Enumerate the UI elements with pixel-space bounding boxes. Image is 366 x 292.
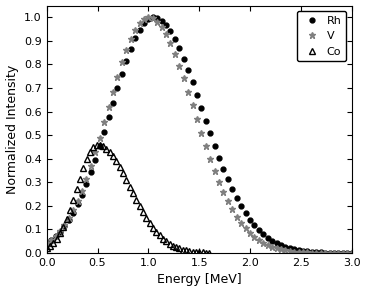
Co xyxy=(111,154,115,158)
Co xyxy=(114,160,119,163)
Co xyxy=(180,248,185,251)
Co xyxy=(171,244,175,247)
Rh xyxy=(350,251,354,255)
Co xyxy=(117,165,122,169)
Co xyxy=(101,145,105,148)
Co xyxy=(108,150,112,154)
Co xyxy=(61,225,66,229)
Rh xyxy=(217,156,221,159)
Co xyxy=(154,230,158,234)
Co xyxy=(138,204,142,208)
Y-axis label: Normalized Intensity: Normalized Intensity xyxy=(5,65,19,194)
Co xyxy=(121,172,125,175)
Co xyxy=(55,237,59,240)
Rh xyxy=(310,250,314,253)
Co xyxy=(131,192,135,195)
Rh xyxy=(150,15,155,19)
Rh xyxy=(137,28,142,31)
Co xyxy=(187,249,192,253)
Rh xyxy=(115,86,120,90)
Co xyxy=(207,251,212,255)
Co xyxy=(161,237,165,240)
Co xyxy=(71,198,75,201)
Co xyxy=(174,246,178,249)
Co xyxy=(204,251,208,254)
Co xyxy=(84,158,89,161)
X-axis label: Energy [MeV]: Energy [MeV] xyxy=(157,273,242,286)
V xyxy=(305,251,310,254)
Co xyxy=(94,143,99,147)
Co xyxy=(164,240,168,243)
V xyxy=(115,75,120,78)
Co xyxy=(48,244,52,248)
V xyxy=(350,251,354,255)
V xyxy=(310,251,314,254)
Co xyxy=(177,247,182,250)
Co xyxy=(134,198,138,201)
Co xyxy=(201,251,205,254)
Co xyxy=(151,226,155,229)
Co xyxy=(147,221,152,225)
Co xyxy=(68,208,72,212)
Co xyxy=(184,248,188,252)
Co xyxy=(58,232,62,235)
Co xyxy=(45,246,49,250)
Co xyxy=(91,145,96,149)
Co xyxy=(194,250,198,254)
Rh xyxy=(45,241,49,244)
V xyxy=(146,15,150,19)
Co xyxy=(141,211,145,214)
Co xyxy=(124,178,128,182)
Co xyxy=(78,177,82,180)
Line: V: V xyxy=(44,14,355,256)
Co xyxy=(104,147,109,150)
Co xyxy=(51,241,56,245)
Co xyxy=(144,216,149,220)
Co xyxy=(74,187,79,191)
Co xyxy=(88,150,92,154)
Rh xyxy=(305,250,310,253)
Co xyxy=(157,234,162,237)
Line: Rh: Rh xyxy=(44,15,354,255)
Co xyxy=(167,242,172,245)
V xyxy=(45,241,49,244)
V xyxy=(137,21,142,25)
Co xyxy=(98,143,102,147)
V xyxy=(84,177,89,181)
Co xyxy=(64,217,69,221)
Line: Co: Co xyxy=(44,142,213,256)
Rh xyxy=(84,182,89,186)
V xyxy=(217,180,221,183)
Legend: Rh, V, Co: Rh, V, Co xyxy=(297,11,346,61)
Co xyxy=(81,167,85,170)
Co xyxy=(191,250,195,253)
Co xyxy=(197,251,202,254)
Co xyxy=(127,185,132,188)
